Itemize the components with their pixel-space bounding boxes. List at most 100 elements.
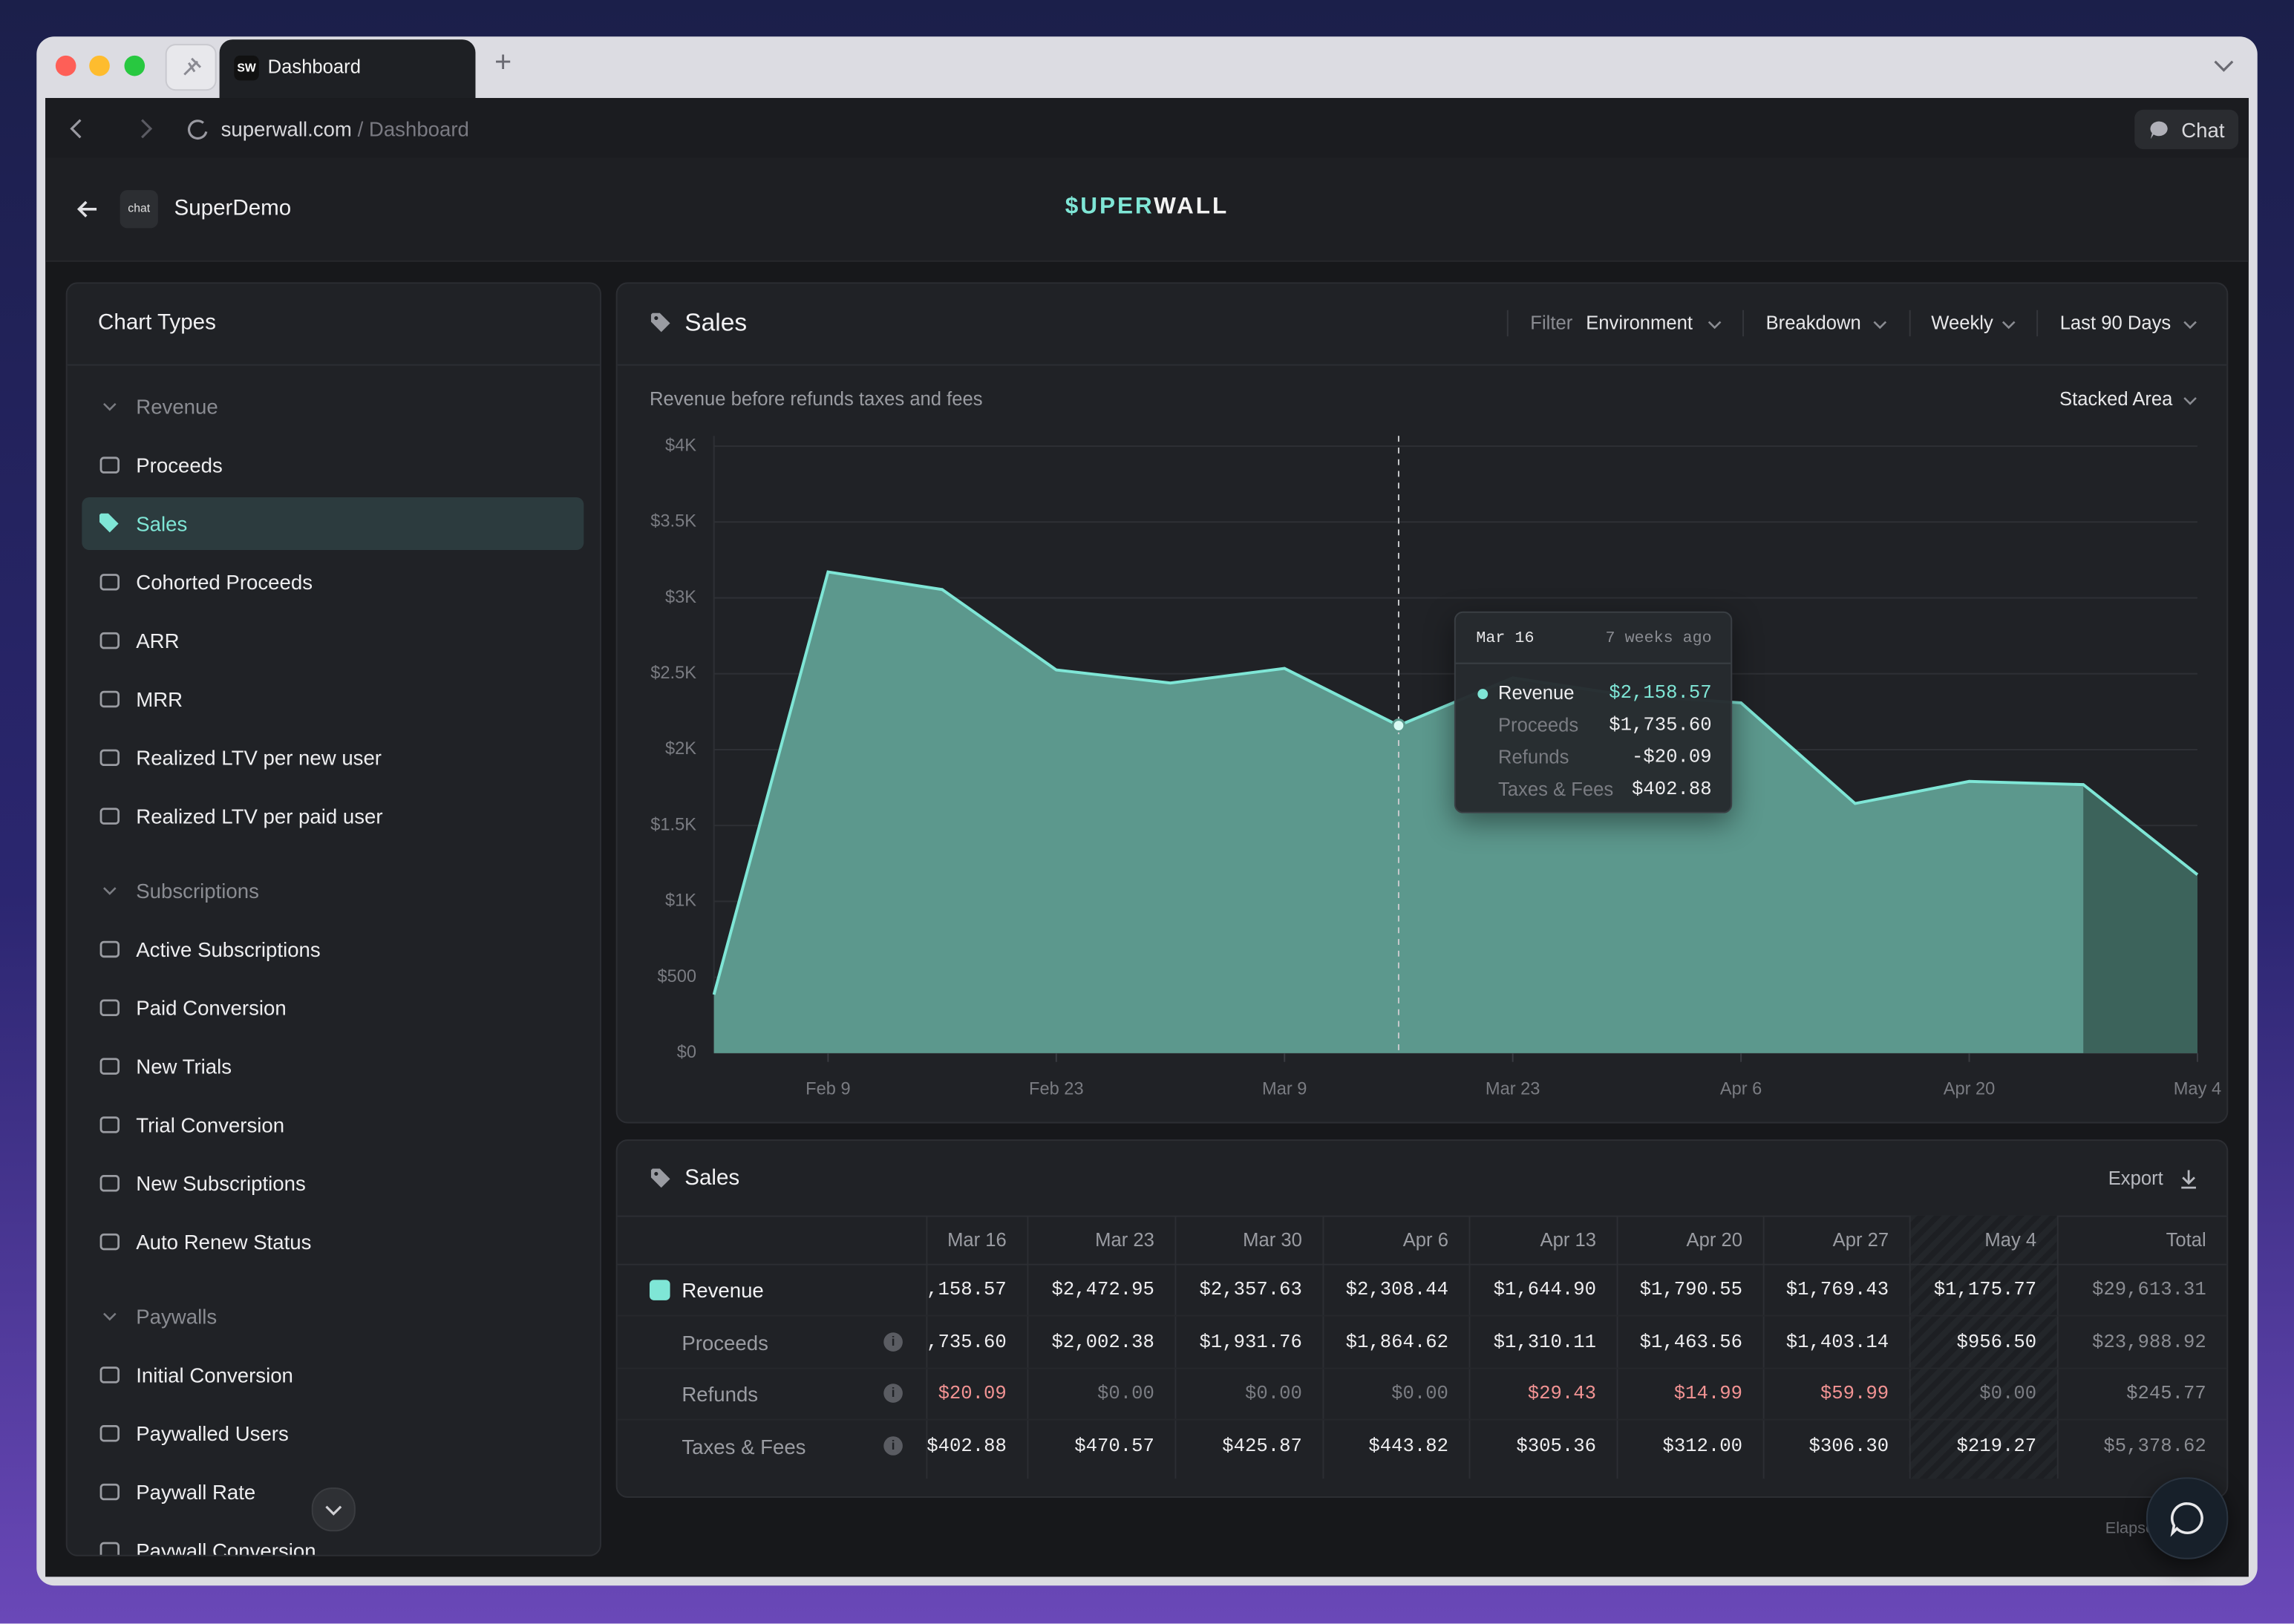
table-cell: $0.00: [1979, 1383, 2037, 1405]
table-cell: $59.99: [1820, 1383, 1889, 1405]
column-divider: [2056, 1215, 2059, 1479]
sidebar-item[interactable]: Trial Conversion: [136, 1113, 285, 1137]
row-label: Refunds: [682, 1383, 759, 1407]
column-divider: [1322, 1215, 1324, 1479]
app-name: SuperDemo: [174, 196, 292, 221]
icon-shape: [99, 1366, 120, 1384]
breakdown-dropdown[interactable]: Breakdown: [1765, 311, 1861, 334]
divider: [1455, 662, 1731, 664]
section-toggle[interactable]: [101, 398, 119, 416]
export-button[interactable]: Export: [2108, 1167, 2163, 1190]
sidebar-item[interactable]: Auto Renew Status: [136, 1230, 312, 1254]
sidebar-item[interactable]: New Subscriptions: [136, 1171, 306, 1196]
support-chat-button[interactable]: [2146, 1477, 2229, 1559]
section-header[interactable]: Subscriptions: [136, 879, 259, 903]
section-header[interactable]: Paywalls: [136, 1304, 218, 1329]
sidebar-item[interactable]: Realized LTV per paid user: [136, 804, 383, 828]
url-host: superwall.com: [220, 117, 352, 141]
sidebar-item[interactable]: MRR: [136, 687, 183, 711]
zoom-button[interactable]: [124, 55, 146, 76]
icon-shape: [99, 999, 120, 1017]
item-icon: [99, 808, 120, 825]
chat-label: Chat: [2181, 118, 2225, 143]
section-toggle[interactable]: [101, 1308, 119, 1326]
sidebar-item[interactable]: New Trials: [136, 1054, 232, 1078]
chart-type-dropdown[interactable]: Stacked Area: [2059, 387, 2173, 410]
chart: $0 $500 $1K $1.5K $2K $2.5K $3K $3.5K $4K Feb 9 Fe…: [650, 436, 2221, 1099]
x-tick-label: Apr 6: [1720, 1079, 1762, 1099]
divider: [67, 364, 600, 366]
icon-shape: [99, 1058, 120, 1075]
nav-buttons[interactable]: [63, 116, 209, 142]
column-divider: [1762, 1215, 1765, 1479]
range-dropdown[interactable]: Last 90 Days: [2059, 311, 2172, 334]
sidebar-item[interactable]: Sales: [136, 511, 188, 536]
url[interactable]: superwall.com / Dashboard: [221, 116, 469, 142]
area: [713, 572, 2197, 1053]
table-cell: $1,463.56: [1639, 1330, 1743, 1353]
interval-dropdown[interactable]: Weekly: [1931, 311, 1993, 334]
icon-shape: [99, 749, 120, 767]
sidebar-title: Chart Types: [98, 310, 216, 335]
tooltip-relative: 7 weeks ago: [1605, 630, 1712, 649]
row-divider: [617, 1366, 2227, 1369]
table-cell: $470.57: [1074, 1435, 1154, 1457]
sidebar-item[interactable]: Realized LTV per new user: [136, 746, 382, 770]
table-cell: $402.88: [927, 1435, 1007, 1457]
item-icon: [99, 1233, 120, 1251]
sidebar-item[interactable]: Initial Conversion: [136, 1363, 293, 1387]
tab-overview-icon[interactable]: [2212, 56, 2236, 76]
column-divider: [1027, 1215, 1029, 1479]
icon-shape: [99, 1233, 120, 1251]
icon-shape: [99, 1542, 120, 1555]
table-cell: $312.00: [1662, 1435, 1743, 1457]
table-cell: $1,864.62: [1345, 1330, 1448, 1353]
y-tick-label: $2K: [665, 739, 696, 759]
sidebar-item[interactable]: Proceeds: [136, 453, 223, 477]
pin-tab[interactable]: [165, 44, 217, 91]
active-tab[interactable]: SW Dashboard: [219, 39, 476, 100]
download-icon: [2181, 1170, 2196, 1189]
info-icon: i: [883, 1384, 903, 1404]
row-divider: [617, 1314, 2227, 1317]
item-icon: [99, 940, 120, 958]
table-cell: $245.77: [2126, 1383, 2206, 1405]
sidebar-item[interactable]: Paid Conversion: [136, 996, 287, 1020]
table-cell: $2,357.63: [1199, 1278, 1302, 1300]
new-tab-button[interactable]: +: [494, 47, 512, 79]
row-label: Proceeds: [682, 1330, 768, 1355]
sidebar-item[interactable]: Paywall Conversion: [136, 1539, 316, 1556]
section-toggle[interactable]: [101, 882, 119, 900]
column-divider: [1174, 1215, 1177, 1479]
table-title: Sales: [684, 1165, 740, 1191]
item-icon: [99, 1425, 120, 1442]
sidebar-item[interactable]: ARR: [136, 629, 180, 652]
section-header[interactable]: Revenue: [136, 395, 218, 419]
sidebar-item[interactable]: Paywall Rate: [136, 1480, 256, 1504]
row-label: Revenue: [682, 1278, 764, 1302]
table-cell: $14.99: [1673, 1383, 1743, 1405]
logo: $UPERWALL: [1001, 194, 1293, 220]
close-button[interactable]: [55, 55, 76, 76]
filter-dropdown[interactable]: Environment: [1586, 311, 1693, 334]
info-icon: i: [883, 1332, 903, 1352]
y-tick-label: $2.5K: [650, 664, 696, 683]
sidebar-item[interactable]: Active Subscriptions: [136, 937, 321, 961]
incomplete-column: [1909, 1215, 2057, 1479]
minimize-button[interactable]: [89, 55, 110, 76]
sidebar-item[interactable]: Cohorted Proceeds: [136, 570, 313, 595]
divider: [617, 364, 2227, 366]
sidebar-item[interactable]: Paywalled Users: [136, 1421, 289, 1446]
icon-shape: [99, 632, 120, 649]
back-button[interactable]: [75, 197, 101, 221]
column-divider: [926, 1215, 928, 1479]
scroll-down-button[interactable]: [311, 1487, 356, 1532]
legend-dot: [1477, 689, 1489, 699]
chat-button[interactable]: Chat: [2134, 109, 2239, 150]
row-label: Taxes & Fees: [682, 1435, 806, 1458]
column-header: Mar 16: [947, 1228, 1007, 1251]
tooltip-value: $2,158.57: [1609, 681, 1712, 704]
tooltip-label: Proceeds: [1497, 713, 1579, 736]
table-cell: $1,310.11: [1493, 1330, 1596, 1353]
